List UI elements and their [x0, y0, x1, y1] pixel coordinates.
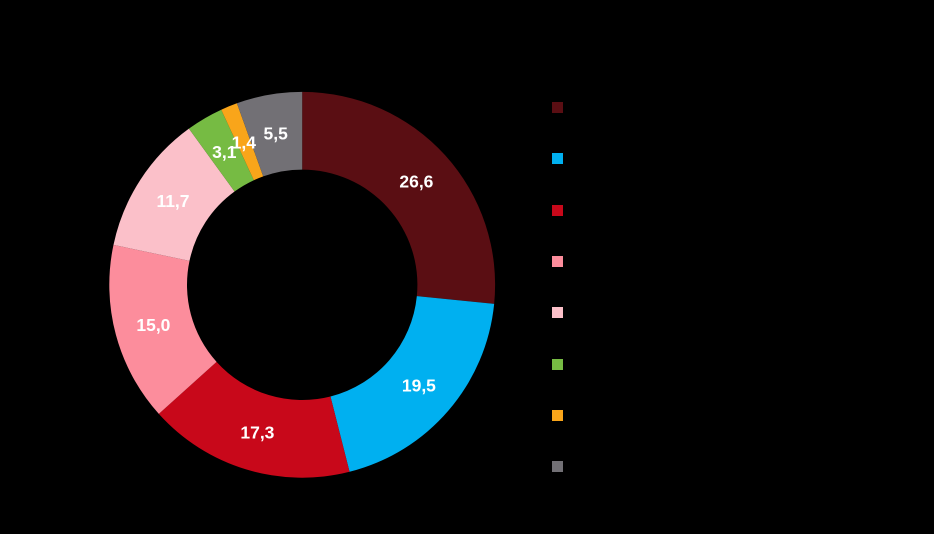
svg-text:19,5: 19,5 — [402, 376, 436, 396]
svg-text:17,3: 17,3 — [240, 423, 274, 443]
svg-text:3,1: 3,1 — [212, 142, 237, 162]
svg-text:11,7: 11,7 — [156, 191, 189, 211]
svg-text:15,0: 15,0 — [136, 315, 170, 335]
svg-text:26,6: 26,6 — [399, 172, 433, 192]
svg-text:1,4: 1,4 — [232, 133, 257, 153]
svg-text:5,5: 5,5 — [264, 123, 289, 143]
